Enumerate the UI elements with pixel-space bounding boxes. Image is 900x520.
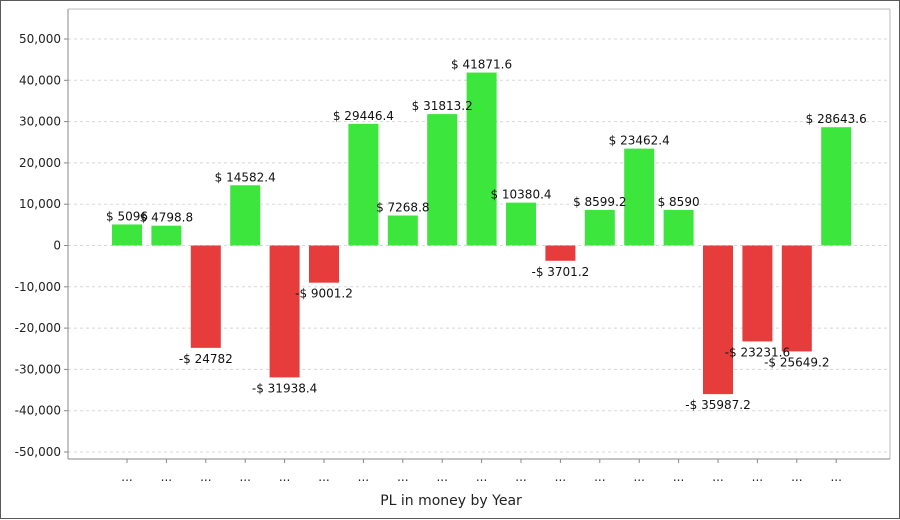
- bar[interactable]: [781, 245, 812, 352]
- data-label: $ 41871.6: [451, 58, 512, 72]
- y-tick-label: 30,000: [19, 115, 61, 129]
- y-tick-label: -50,000: [15, 445, 61, 459]
- category-labels: ........................................…: [121, 459, 842, 484]
- data-label: $ 10380.4: [490, 188, 551, 202]
- bar[interactable]: [387, 215, 418, 246]
- data-label: -$ 31938.4: [252, 381, 317, 395]
- x-tick-label: ...: [358, 470, 369, 484]
- x-tick-label: ...: [791, 470, 802, 484]
- y-tick-label: 0: [53, 239, 61, 253]
- x-tick-label: ...: [200, 470, 211, 484]
- data-label: $ 28643.6: [806, 112, 867, 126]
- y-tick-label: -30,000: [15, 362, 61, 376]
- bar[interactable]: [663, 210, 694, 246]
- bar[interactable]: [466, 72, 497, 246]
- data-label: $ 8599.2: [573, 195, 626, 209]
- bar[interactable]: [190, 245, 221, 348]
- y-tick-label: -20,000: [15, 321, 61, 335]
- data-label: $ 7268.8: [376, 200, 429, 214]
- data-label: -$ 35987.2: [685, 398, 750, 412]
- bar[interactable]: [821, 127, 852, 246]
- bar[interactable]: [506, 202, 536, 246]
- x-tick-label: ...: [121, 470, 132, 484]
- data-labels: $ 5096$ 4798.8 -$ 24782 $ 14582.4 -$ 31938.…: [106, 58, 867, 413]
- bar[interactable]: [230, 185, 261, 246]
- bar[interactable]: [584, 209, 615, 246]
- bar[interactable]: [427, 114, 458, 246]
- data-label: $ 29446.4: [333, 109, 394, 123]
- y-tick-label: 40,000: [19, 73, 61, 87]
- x-tick-label: ...: [397, 470, 408, 484]
- data-label: -$ 3701.2: [532, 265, 590, 279]
- x-tick-label: ...: [318, 470, 329, 484]
- x-tick-label: ...: [673, 470, 684, 484]
- x-axis-title: PL in money by Year: [380, 493, 522, 509]
- y-axis-ticks: 50,000 40,000 30,000 20,000 10,000 0 -10,000 -2…: [15, 32, 68, 459]
- x-tick-label: ...: [830, 470, 841, 484]
- data-label: $ 14582.4: [215, 170, 276, 184]
- x-tick-label: ...: [476, 470, 487, 484]
- bar[interactable]: [624, 148, 655, 246]
- y-tick-label: -10,000: [15, 280, 61, 294]
- data-label: -$ 9001.2: [295, 287, 353, 301]
- bar[interactable]: [309, 245, 339, 283]
- x-tick-label: ...: [633, 470, 644, 484]
- bar[interactable]: [545, 245, 576, 261]
- x-tick-label: ...: [712, 470, 723, 484]
- x-tick-label: ...: [239, 470, 250, 484]
- data-label: -$ 23231.6: [725, 345, 790, 359]
- bar[interactable]: [348, 123, 379, 246]
- data-label: -$ 24782: [179, 352, 233, 366]
- bar[interactable]: [742, 245, 773, 342]
- x-tick-label: ...: [594, 470, 605, 484]
- bar[interactable]: [151, 225, 182, 246]
- y-tick-label: 50,000: [19, 32, 61, 46]
- x-tick-label: ...: [752, 470, 763, 484]
- x-tick-label: ...: [515, 470, 526, 484]
- bar[interactable]: [703, 245, 733, 395]
- x-tick-label: ...: [161, 470, 172, 484]
- data-label: $ 31813.2: [412, 99, 473, 113]
- x-tick-label: ...: [555, 470, 566, 484]
- data-label: $ 23462.4: [609, 134, 670, 148]
- data-label: $ 8590: [658, 195, 700, 209]
- y-tick-label: 20,000: [19, 156, 61, 170]
- data-label: -$ 25649.2: [764, 355, 829, 369]
- bar[interactable]: [112, 224, 142, 246]
- y-tick-label: 10,000: [19, 197, 61, 211]
- y-tick-label: -40,000: [15, 404, 61, 418]
- bars: [112, 72, 852, 395]
- data-label: $ 4798.8: [140, 211, 193, 225]
- x-tick-label: ...: [279, 470, 290, 484]
- bar[interactable]: [269, 245, 300, 378]
- data-label: $ 5096: [106, 209, 148, 223]
- x-tick-label: ...: [436, 470, 447, 484]
